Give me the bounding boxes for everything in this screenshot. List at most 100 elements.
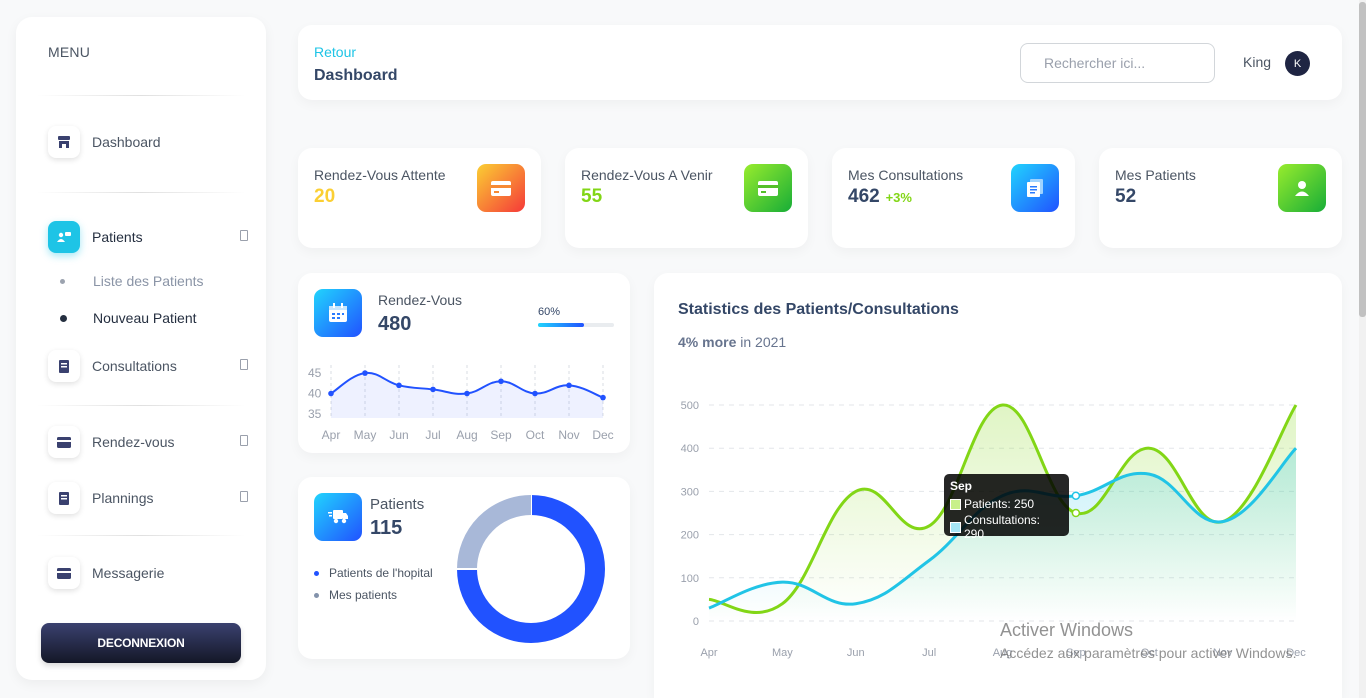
avatar[interactable]: K bbox=[1285, 51, 1310, 76]
patients-card: Patients 115 Patients de l'hopital Mes p… bbox=[298, 477, 630, 659]
y-tick-label: 35 bbox=[308, 407, 322, 421]
y-tick-label: 45 bbox=[308, 366, 322, 380]
legend-dot-icon bbox=[314, 570, 319, 576]
y-tick-label: 400 bbox=[681, 443, 699, 455]
chevron-icon bbox=[240, 491, 248, 502]
legend-item: Patients de l'hopital bbox=[314, 566, 433, 580]
sidebar-item-patients[interactable]: Patients bbox=[48, 220, 248, 254]
x-tick-label: May bbox=[354, 428, 377, 442]
logout-button[interactable]: DECONNEXION bbox=[41, 623, 241, 663]
user-name[interactable]: King bbox=[1243, 54, 1272, 70]
hover-point bbox=[1071, 508, 1081, 518]
scrollbar[interactable] bbox=[1359, 0, 1366, 698]
swatch-icon bbox=[950, 498, 961, 510]
back-link[interactable]: Retour bbox=[314, 44, 357, 60]
pie-slice bbox=[457, 495, 532, 570]
tooltip-title: Sep bbox=[950, 479, 973, 493]
stat-value: 55 bbox=[581, 186, 603, 207]
divider bbox=[36, 405, 246, 406]
sub-item-liste-patients[interactable]: Liste des Patients bbox=[60, 273, 204, 289]
users-icon bbox=[48, 221, 80, 253]
x-tick-label: Oct bbox=[526, 428, 545, 442]
data-point bbox=[498, 378, 504, 385]
x-tick-label: Jul bbox=[922, 647, 936, 659]
bullet-icon bbox=[60, 278, 65, 284]
scrollbar-thumb[interactable] bbox=[1359, 2, 1366, 317]
card-icon bbox=[48, 557, 80, 589]
sidebar-item-label: Rendez-vous bbox=[92, 434, 175, 450]
user-icon bbox=[1278, 164, 1326, 212]
shipping-icon bbox=[314, 493, 362, 541]
data-point bbox=[600, 394, 606, 401]
y-tick-label: 500 bbox=[681, 400, 699, 412]
menu-title: MENU bbox=[48, 44, 91, 60]
y-tick-label: 300 bbox=[681, 486, 699, 498]
chart-subtitle: in 2021 bbox=[736, 334, 787, 350]
stat-title: Rendez-Vous A Venir bbox=[581, 167, 713, 183]
x-tick-label: Nov bbox=[1213, 647, 1233, 659]
sidebar-item-label: Dashboard bbox=[92, 134, 161, 150]
rdv-line-chart: Apr May Jun Jul Aug Sep Oct Nov Dec 45 40 35 bbox=[308, 365, 614, 442]
sidebar-item-rendez-vous[interactable]: Rendez-vous bbox=[48, 425, 248, 459]
progress-fill bbox=[538, 323, 584, 327]
tooltip-line: Patients: 250 bbox=[964, 497, 1035, 511]
legend-dot-icon bbox=[314, 592, 319, 598]
x-tick-label: Aug bbox=[993, 647, 1013, 659]
legend-item: Mes patients bbox=[314, 588, 397, 602]
legend-label: Patients de l'hopital bbox=[329, 566, 433, 580]
sidebar-item-label: Messagerie bbox=[92, 565, 165, 581]
stat-title: Mes Consultations bbox=[848, 167, 964, 183]
sub-item-nouveau-patient[interactable]: Nouveau Patient bbox=[60, 310, 197, 326]
rdv-card: Rendez-Vous 480 60% Apr May Jun Jul Aug Sep Oc… bbox=[298, 273, 630, 453]
top-navbar: Retour Dashboard King K bbox=[298, 25, 1342, 100]
sidebar-item-consultations[interactable]: Consultations bbox=[48, 349, 248, 383]
stat-value: 52 bbox=[1115, 186, 1137, 207]
y-tick-label: 200 bbox=[681, 530, 699, 542]
data-point bbox=[328, 390, 334, 397]
document-icon bbox=[1011, 164, 1059, 212]
divider bbox=[36, 95, 246, 96]
chart-title: Statistics des Patients/Consultations bbox=[678, 301, 959, 318]
chevron-icon bbox=[240, 230, 248, 241]
sub-item-label: Nouveau Patient bbox=[93, 310, 197, 326]
stats-chart-card: Statistics des Patients/Consultations 4%… bbox=[654, 273, 1342, 698]
x-tick-label: Apr bbox=[322, 428, 341, 442]
sidebar-item-plannings[interactable]: Plannings bbox=[48, 481, 248, 515]
store-icon bbox=[48, 126, 80, 158]
calendar-icon bbox=[314, 289, 362, 337]
card-icon bbox=[48, 426, 80, 458]
stat-value: 462 bbox=[848, 186, 880, 207]
sidebar-item-label: Consultations bbox=[92, 358, 177, 374]
card-label: Patients bbox=[370, 496, 425, 513]
y-tick-label: 40 bbox=[308, 387, 322, 401]
book-icon bbox=[48, 350, 80, 382]
x-tick-label: Oct bbox=[1141, 647, 1158, 659]
x-tick-label: Apr bbox=[700, 647, 717, 659]
x-tick-label: Dec bbox=[592, 428, 613, 442]
data-point bbox=[464, 390, 470, 397]
stat-card-rdv-attente: Rendez-Vous Attente 20 bbox=[298, 148, 541, 248]
sidebar-item-dashboard[interactable]: Dashboard bbox=[48, 125, 248, 159]
data-point bbox=[362, 370, 368, 376]
series-line bbox=[708, 403, 1298, 614]
card-icon bbox=[477, 164, 525, 212]
data-point bbox=[532, 390, 538, 397]
y-tick-label: 100 bbox=[681, 573, 699, 585]
sidebar-item-messagerie[interactable]: Messagerie bbox=[48, 556, 248, 590]
chevron-icon bbox=[240, 359, 248, 370]
x-tick-label: May bbox=[772, 647, 793, 659]
chart-tooltip: Sep Patients: 250 Consultations: 290 bbox=[944, 474, 1069, 541]
search-input[interactable] bbox=[1020, 43, 1215, 83]
legend-label: Mes patients bbox=[329, 588, 398, 602]
sidebar: MENU Dashboard Patients Liste des Patien… bbox=[16, 17, 266, 680]
card-value: 115 bbox=[370, 517, 403, 539]
tooltip-line: Consultations: 290 bbox=[963, 513, 1041, 541]
y-tick-label: 0 bbox=[693, 616, 699, 628]
x-tick-label: Aug bbox=[456, 428, 477, 442]
x-tick-label: Nov bbox=[558, 428, 579, 442]
progress-label: 60% bbox=[538, 306, 561, 318]
hover-point bbox=[1071, 491, 1081, 500]
pie-slice bbox=[457, 495, 605, 643]
x-tick-label: Jun bbox=[389, 428, 408, 442]
data-point bbox=[566, 382, 572, 389]
